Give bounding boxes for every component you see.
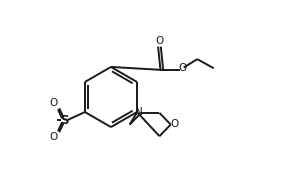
Text: O: O <box>171 119 179 129</box>
Text: O: O <box>178 62 187 73</box>
Text: S: S <box>60 114 69 127</box>
Text: O: O <box>49 132 57 142</box>
Text: O: O <box>155 36 164 46</box>
Text: O: O <box>49 98 57 108</box>
Text: N: N <box>135 107 143 117</box>
